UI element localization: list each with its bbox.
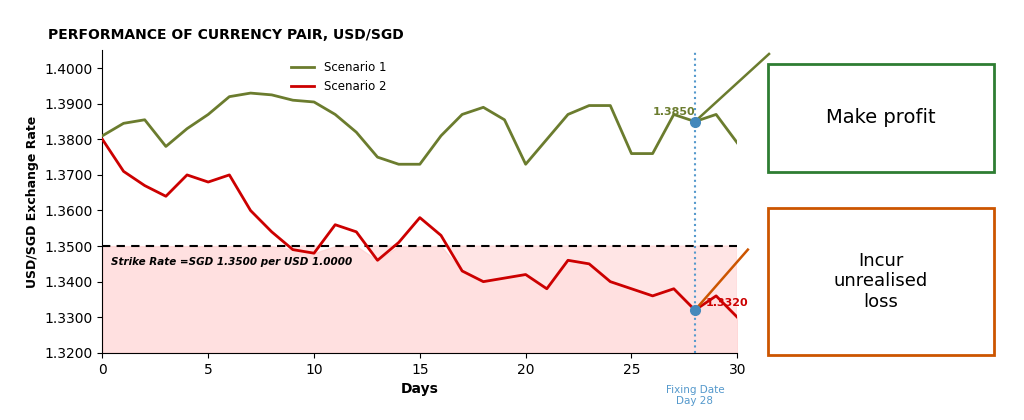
Y-axis label: USD/SGD Exchange Rate: USD/SGD Exchange Rate [26, 116, 39, 288]
Scenario 2 [414, 215, 426, 220]
Scenario 2 [202, 179, 214, 184]
Scenario 2 [541, 286, 553, 291]
Scenario 2 [499, 276, 511, 281]
Scenario 2 [519, 272, 531, 277]
Scenario 2 [308, 251, 321, 256]
Scenario 2 [350, 229, 362, 234]
Scenario 2 [96, 137, 109, 142]
Scenario 2 [223, 172, 236, 177]
Scenario 1 [689, 119, 701, 124]
Line: Scenario 1: Scenario 1 [102, 93, 737, 164]
Scenario 2 [668, 286, 680, 291]
Scenario 2 [329, 222, 341, 227]
Scenario 2 [372, 258, 384, 263]
Scenario 1 [668, 112, 680, 117]
Text: Make profit: Make profit [825, 108, 936, 127]
Scenario 1 [160, 144, 172, 149]
Scenario 1 [562, 112, 574, 117]
Scenario 2 [435, 233, 447, 238]
Scenario 1 [499, 117, 511, 122]
Scenario 2 [160, 194, 172, 199]
Scenario 1 [477, 105, 489, 110]
Scenario 2 [245, 208, 257, 213]
Text: Fixing Date
Day 28: Fixing Date Day 28 [666, 385, 724, 407]
Scenario 1 [96, 133, 109, 138]
Scenario 1 [646, 151, 658, 156]
Scenario 1 [308, 100, 321, 105]
Scenario 2 [626, 286, 638, 291]
Scenario 1 [392, 162, 404, 167]
Scenario 1 [287, 98, 299, 103]
Scenario 2 [604, 279, 616, 284]
Scenario 1 [604, 103, 616, 108]
Scenario 2 [562, 258, 574, 263]
Scenario 1 [710, 112, 722, 117]
Scenario 2 [118, 169, 130, 174]
Text: Incur
unrealised
loss: Incur unrealised loss [834, 252, 928, 311]
Scenario 1 [350, 130, 362, 135]
Scenario 2 [181, 172, 194, 177]
Scenario 2 [731, 315, 743, 320]
Scenario 1 [265, 92, 278, 97]
Scenario 1 [435, 133, 447, 138]
Scenario 1 [245, 91, 257, 96]
Scenario 1 [626, 151, 638, 156]
Line: Scenario 2: Scenario 2 [102, 139, 737, 317]
Text: 1.3850: 1.3850 [652, 107, 695, 117]
Scenario 1 [329, 112, 341, 117]
Scenario 2 [392, 240, 404, 245]
Scenario 1 [202, 112, 214, 117]
Scenario 1 [138, 117, 151, 122]
Scenario 2 [646, 293, 658, 298]
Scenario 1 [181, 126, 194, 131]
Scenario 1 [541, 137, 553, 142]
Scenario 1 [731, 140, 743, 145]
Scenario 1 [456, 112, 468, 117]
Scenario 2 [287, 247, 299, 252]
Scenario 1 [118, 121, 130, 126]
Scenario 2 [456, 268, 468, 273]
Scenario 2 [583, 261, 595, 266]
Text: PERFORMANCE OF CURRENCY PAIR, USD/SGD: PERFORMANCE OF CURRENCY PAIR, USD/SGD [48, 28, 404, 42]
FancyBboxPatch shape [768, 63, 993, 172]
Scenario 1 [519, 162, 531, 167]
Scenario 2 [477, 279, 489, 284]
Text: Strike Rate =SGD 1.3500 per USD 1.0000: Strike Rate =SGD 1.3500 per USD 1.0000 [111, 257, 352, 267]
X-axis label: Days: Days [401, 382, 438, 396]
Scenario 2 [138, 183, 151, 188]
Text: 1.3320: 1.3320 [706, 298, 749, 308]
Scenario 1 [414, 162, 426, 167]
Scenario 2 [265, 229, 278, 234]
FancyBboxPatch shape [768, 208, 993, 355]
Scenario 2 [689, 307, 701, 312]
Scenario 1 [223, 94, 236, 99]
Scenario 1 [372, 155, 384, 160]
Scenario 2 [710, 293, 722, 298]
Scenario 1 [583, 103, 595, 108]
Legend: Scenario 1, Scenario 2: Scenario 1, Scenario 2 [286, 56, 391, 97]
